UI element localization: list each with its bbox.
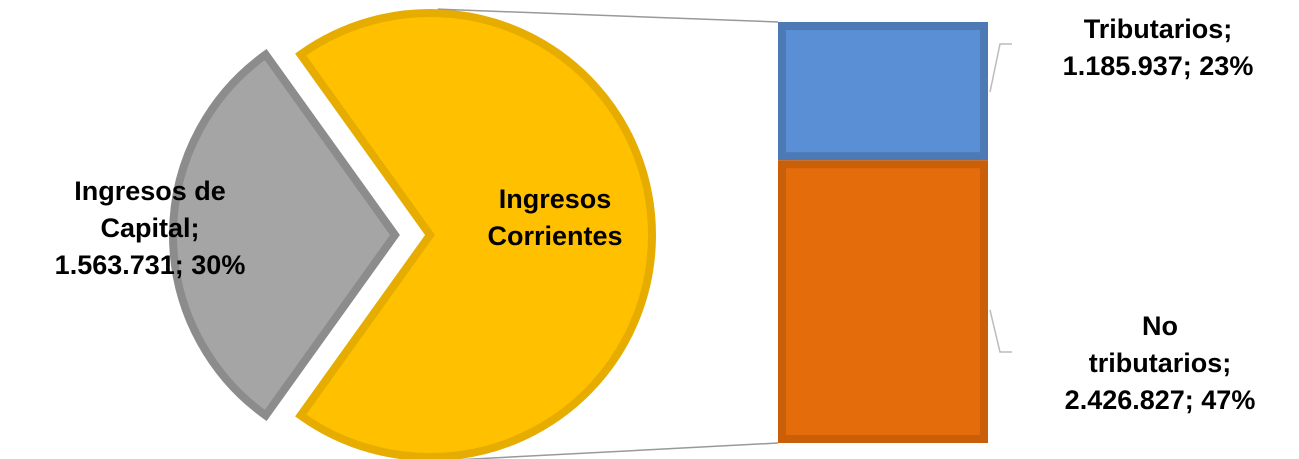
data-label: Ingresos de Capital; 1.563.731; 30%	[55, 176, 246, 280]
bar-segment	[778, 22, 988, 161]
connector-line	[437, 8, 779, 23]
data-label: No tributarios; 2.426.827; 47%	[1065, 311, 1256, 415]
group-label: Ingresos Corrientes	[487, 184, 622, 251]
leader-line	[989, 43, 1012, 93]
pie-slice	[169, 48, 400, 422]
pie-slice	[295, 9, 656, 459]
connector-line	[458, 442, 779, 459]
data-label: Tributarios; 1.185.937; 23%	[1063, 14, 1254, 81]
bar-segment	[778, 160, 988, 443]
leader-line	[989, 309, 1012, 353]
